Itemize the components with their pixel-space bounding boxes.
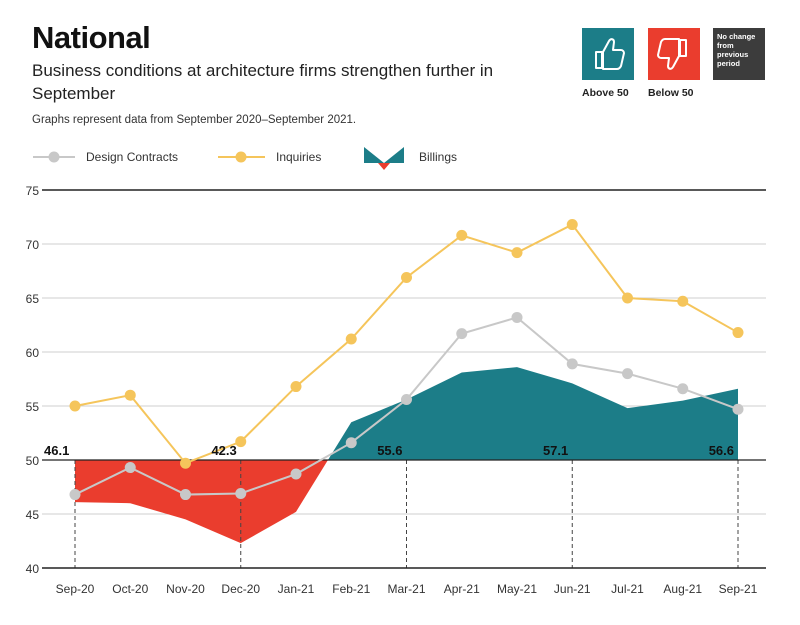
legend-inquiries: Inquiries <box>218 150 321 164</box>
x-tick-label: Aug-21 <box>663 582 702 596</box>
legend: Design Contracts Inquiries Billings <box>33 147 457 170</box>
inquiries-point <box>732 327 744 339</box>
page-title: National <box>32 20 151 55</box>
x-tick-label: Sep-20 <box>56 582 95 596</box>
design-contracts-point <box>124 462 136 474</box>
design-contracts-point <box>290 468 302 480</box>
legend-inquiries-label: Inquiries <box>276 150 321 164</box>
x-tick-label: Mar-21 <box>387 582 425 596</box>
billings-area-below <box>75 460 328 544</box>
below-50-label: Below 50 <box>648 87 694 99</box>
y-tick-label: 65 <box>26 292 40 306</box>
design-contracts-point <box>511 311 523 323</box>
inquiries-point <box>622 292 633 304</box>
x-tick-label: Dec-20 <box>221 582 260 596</box>
y-tick-label: 50 <box>26 454 40 468</box>
design-contracts-point <box>235 487 247 499</box>
legend-billings: Billings <box>364 147 457 170</box>
y-tick-label: 60 <box>26 346 40 360</box>
thumbs-up-icon <box>595 38 625 70</box>
design-contracts-point <box>180 489 191 501</box>
x-tick-label: Feb-21 <box>332 582 370 596</box>
x-tick-label: Oct-20 <box>112 582 148 596</box>
billings-value-label: 42.3 <box>211 443 236 458</box>
above-50-badge <box>582 28 634 80</box>
inquiries-point <box>180 457 191 469</box>
inquiries-point <box>124 389 136 401</box>
thumbs-down-icon <box>657 38 687 70</box>
billings-value-label: 56.6 <box>709 443 734 458</box>
billings-area-above <box>327 367 738 460</box>
grid: 40 45 50 55 60 65 70 75 <box>26 184 766 576</box>
inquiries-point <box>511 247 523 259</box>
design-contracts-point <box>566 358 578 370</box>
above-50-label: Above 50 <box>582 87 629 99</box>
annotation-drop-lines <box>74 460 739 568</box>
legend-billings-label: Billings <box>419 150 457 164</box>
y-tick-label: 70 <box>26 238 40 252</box>
x-tick-label: Jul-21 <box>611 582 644 596</box>
data-range-note: Graphs represent data from September 202… <box>32 114 357 126</box>
inquiries-point <box>69 400 81 412</box>
billings-value-label: 55.6 <box>377 443 402 458</box>
design-contracts-point <box>345 437 357 449</box>
annotation-labels: 46.1 42.3 55.6 57.1 56.6 <box>44 443 734 458</box>
design-contracts-point <box>732 403 744 415</box>
design-contracts-point <box>622 368 633 380</box>
x-tick-label: Jan-21 <box>278 582 315 596</box>
design-contracts-point <box>401 394 412 406</box>
design-contracts-point <box>677 383 689 395</box>
design-contracts-point <box>69 489 81 501</box>
inquiries-point <box>566 219 578 231</box>
billings-value-label: 57.1 <box>543 443 568 458</box>
inquiries-point <box>290 381 302 393</box>
inquiries-point <box>456 229 468 241</box>
billings-area <box>75 367 738 544</box>
inquiries-point <box>345 333 357 345</box>
x-tick-label: May-21 <box>497 582 537 596</box>
legend-design-contracts: Design Contracts <box>33 150 178 164</box>
x-tick-label: Jun-21 <box>554 582 591 596</box>
x-tick-label: Sep-21 <box>719 582 758 596</box>
page-subtitle: Business conditions at architecture firm… <box>32 61 494 103</box>
inquiries-point <box>677 295 689 307</box>
inquiries-point <box>235 436 247 448</box>
design-contracts-point <box>456 328 468 340</box>
series <box>69 219 744 501</box>
y-tick-label: 55 <box>26 400 40 414</box>
legend-design-label: Design Contracts <box>86 150 178 164</box>
y-tick-label: 40 <box>26 562 40 576</box>
y-tick-label: 45 <box>26 508 40 522</box>
no-change-badge: No change from previous period <box>713 28 765 80</box>
axes: Sep-20 Oct-20 Nov-20 Dec-20 Jan-21 Feb-21 Mar-… <box>42 459 766 596</box>
below-50-badge <box>648 28 700 80</box>
y-tick-label: 75 <box>26 184 40 198</box>
x-tick-label: Nov-20 <box>166 582 205 596</box>
x-tick-label: Apr-21 <box>444 582 480 596</box>
inquiries-point <box>401 271 412 283</box>
billings-value-label: 46.1 <box>44 443 69 458</box>
